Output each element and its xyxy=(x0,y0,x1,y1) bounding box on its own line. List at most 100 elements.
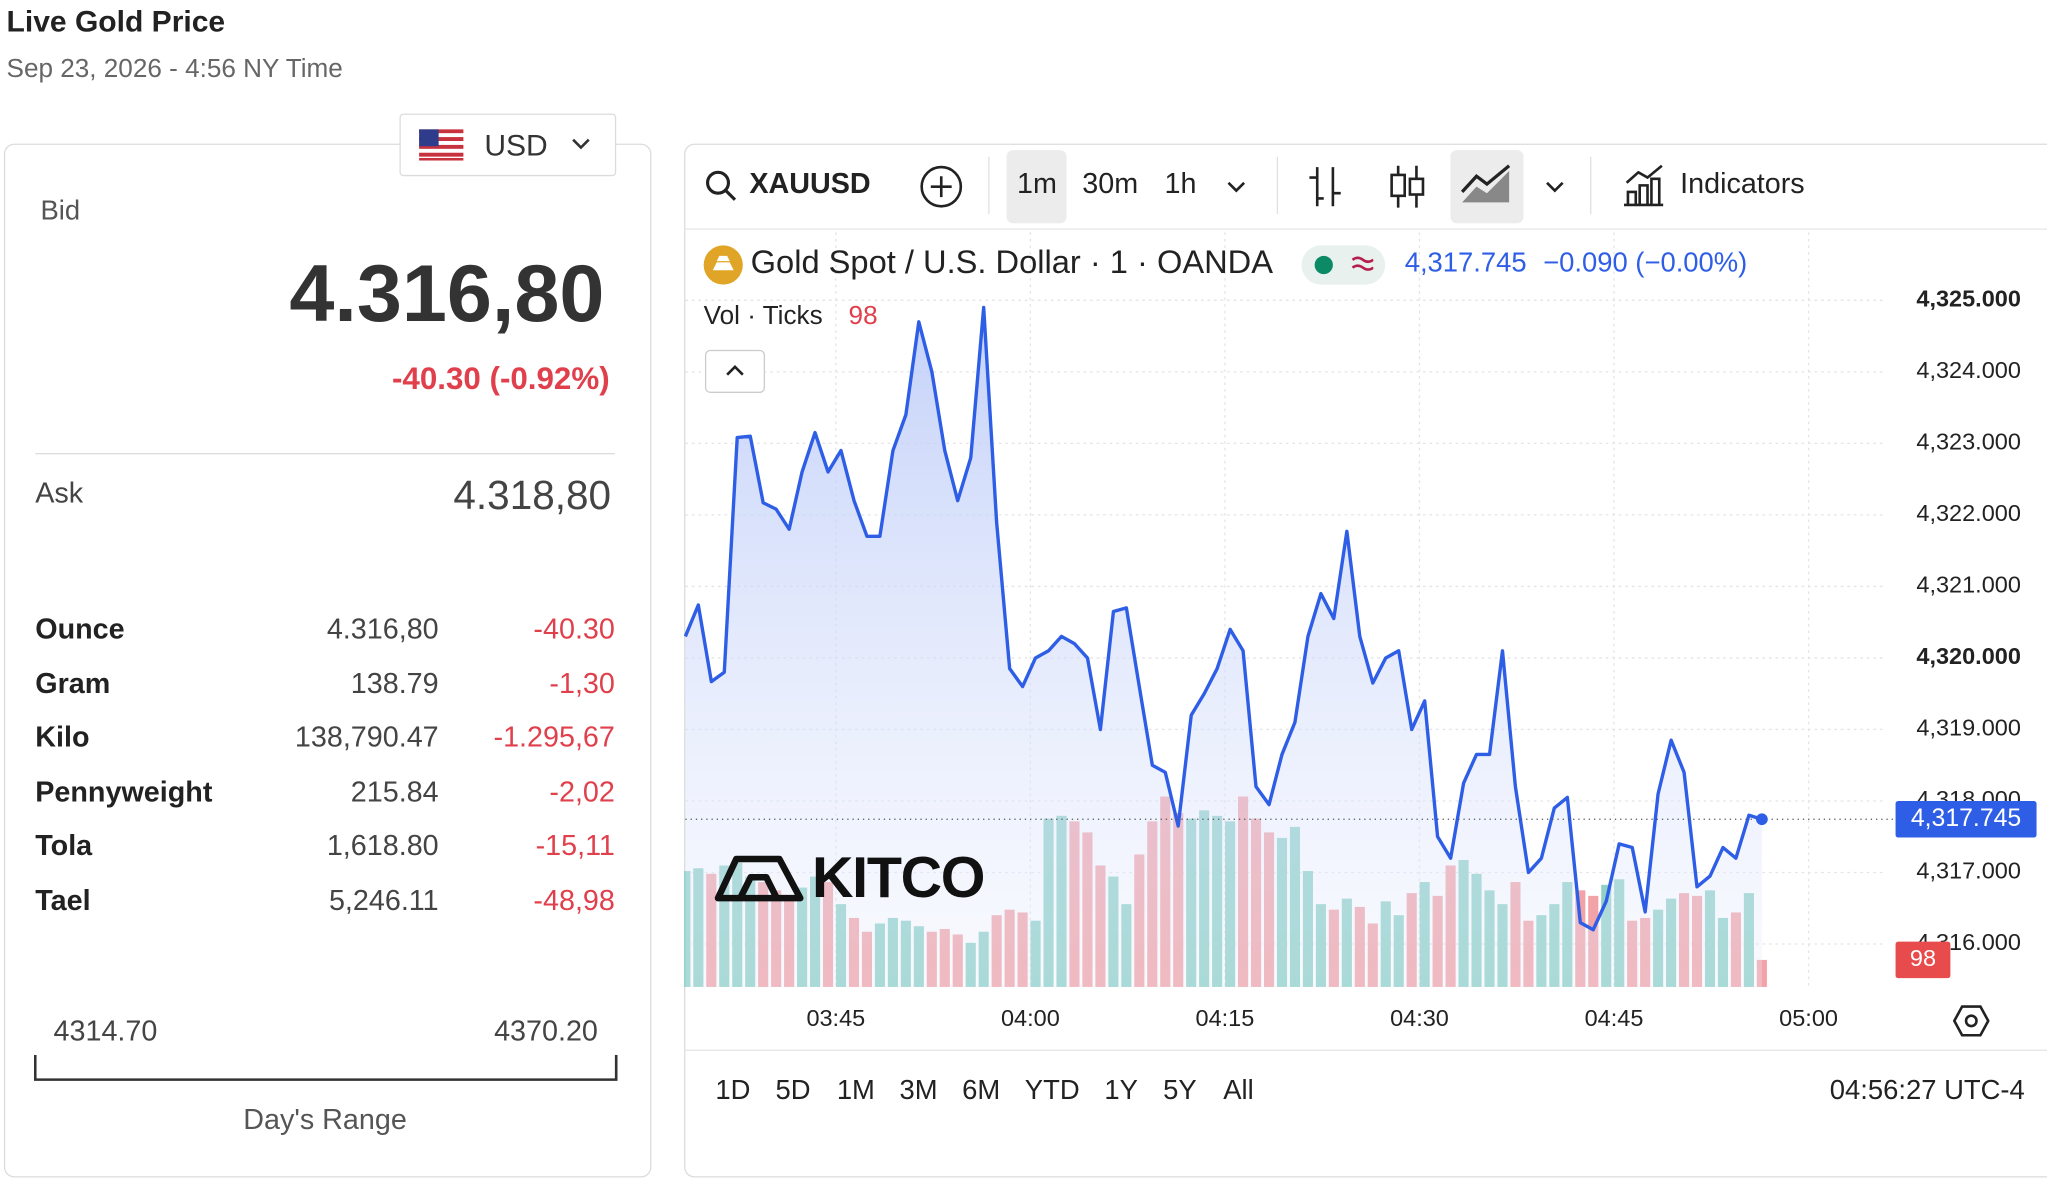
logo-icon xyxy=(714,855,804,902)
range-button[interactable]: 1D xyxy=(715,1075,751,1106)
unit-change: -1,30 xyxy=(549,666,615,700)
watermark: KITCO xyxy=(812,845,985,910)
flag-icon xyxy=(419,129,464,161)
unit-change: -15,11 xyxy=(535,828,615,862)
range-label: Day's Range xyxy=(243,1103,407,1136)
volume-badge xyxy=(1895,941,1951,979)
clock: 04:56:27 UTC-4 xyxy=(1829,1075,2025,1106)
collapse-button[interactable] xyxy=(704,349,766,393)
unit-name: Kilo xyxy=(35,720,90,754)
range-bar xyxy=(33,1054,618,1081)
unit-price: 4.316,80 xyxy=(326,612,439,645)
bars-icon[interactable] xyxy=(1305,164,1344,208)
range-button[interactable]: YTD xyxy=(1024,1075,1080,1106)
unit-price: 138,790.47 xyxy=(294,720,439,754)
frame: Live Gold Price Sep 23, 2026 - 4:56 NY T… xyxy=(3,3,2047,1178)
volume-bar xyxy=(1756,959,1767,987)
price-change: −0.090 (−0.00%) xyxy=(1543,248,1748,279)
status-pill xyxy=(1301,245,1386,285)
page-title: Live Gold Price xyxy=(6,3,226,38)
y-tick-label: 4,321.000 xyxy=(1916,572,2020,598)
price-line xyxy=(684,305,1763,932)
gold-icon xyxy=(703,245,743,285)
range-button[interactable]: 5D xyxy=(775,1075,811,1106)
add-icon[interactable] xyxy=(919,164,963,208)
volume-label: Vol · Ticks xyxy=(703,301,823,331)
x-tick-label: 04:30 xyxy=(1390,1005,1449,1031)
currency-label: USD xyxy=(484,127,548,162)
volume-badge-label: 98 xyxy=(1910,945,1936,971)
chart-title: Gold Spot / U.S. Dollar · 1 · OANDA xyxy=(750,244,1274,281)
chevron-icon[interactable] xyxy=(1226,179,1247,195)
last-point xyxy=(1756,813,1768,826)
symbol[interactable]: XAUUSD xyxy=(749,167,871,200)
last-price: 4,317.745 xyxy=(1404,248,1527,279)
table-row: Pennyweight 215.84 -2,02 xyxy=(35,775,615,814)
separator xyxy=(1590,156,1592,215)
ask-label: Ask xyxy=(35,476,84,510)
indicators-icon[interactable] xyxy=(1621,163,1665,207)
currency-select[interactable]: USD xyxy=(399,113,617,177)
y-tick-label: 4,320.000 xyxy=(1916,643,2020,669)
unit-price: 138.79 xyxy=(350,666,439,700)
range-button[interactable]: All xyxy=(1223,1075,1254,1106)
ask-value: 4.318,80 xyxy=(453,472,611,519)
price-panel xyxy=(3,143,652,1178)
y-tick-label: 4,322.000 xyxy=(1916,500,2020,526)
x-tick-label: 05:00 xyxy=(1779,1005,1838,1031)
range-button[interactable]: 1Y xyxy=(1104,1075,1138,1106)
unit-change: -1.295,67 xyxy=(493,720,615,754)
unit-name: Tael xyxy=(35,883,91,916)
x-tick-label: 04:45 xyxy=(1585,1005,1644,1031)
table-row: Tael 5,246.11 -48,98 xyxy=(35,883,615,922)
separator xyxy=(1276,156,1279,215)
page: { "header": {"title": "Live Gold Price",… xyxy=(3,3,2047,1178)
range-button[interactable]: 5Y xyxy=(1163,1075,1197,1106)
interval[interactable]: 1h xyxy=(1164,167,1197,200)
divider xyxy=(684,228,2047,230)
x-tick-label: 04:15 xyxy=(1196,1005,1255,1031)
indicators-button[interactable]: Indicators xyxy=(1680,167,1805,200)
table-row: Gram 138.79 -1,30 xyxy=(35,666,615,705)
range-button[interactable]: 1M xyxy=(836,1075,875,1106)
range-low: 4314.70 xyxy=(53,1014,158,1047)
chevron-icon[interactable] xyxy=(1544,179,1565,195)
active-interval xyxy=(1006,150,1067,224)
candles-icon[interactable] xyxy=(1388,163,1427,210)
volume-last: 98 xyxy=(848,301,878,331)
subtitle: Sep 23, 2026 - 4:56 NY Time xyxy=(6,54,343,84)
unit-price: 1,618.80 xyxy=(326,828,439,862)
range-button[interactable]: 3M xyxy=(899,1075,938,1106)
unit-change: -40.30 xyxy=(533,612,615,645)
x-tick-label: 04:00 xyxy=(1001,1005,1060,1031)
range-button[interactable]: 6M xyxy=(962,1075,1001,1106)
bid-change: -40.30 (-0.92%) xyxy=(391,361,610,397)
interval[interactable]: 1m xyxy=(1016,167,1057,200)
active-style xyxy=(1450,150,1524,224)
chevron-icon xyxy=(572,138,590,150)
search-icon[interactable] xyxy=(705,170,739,204)
y-tick-label: 4,319.000 xyxy=(1916,715,2020,741)
unit-name: Ounce xyxy=(35,612,125,645)
chart: 4,316.0004,317.0004,318.0004,319.0004,32… xyxy=(684,232,2037,1031)
area-icon[interactable] xyxy=(1460,163,1515,207)
divider xyxy=(684,1049,2047,1051)
price-badge xyxy=(1895,800,2037,838)
settings-icon[interactable] xyxy=(1952,1003,1990,1040)
table-row: Tola 1,618.80 -15,11 xyxy=(35,829,615,868)
interval[interactable]: 30m xyxy=(1082,167,1139,200)
bid-value: 4.316,80 xyxy=(289,249,605,340)
unit-name: Tola xyxy=(35,828,93,862)
y-tick-label: 4,325.000 xyxy=(1916,286,2020,312)
range-high: 4370.20 xyxy=(494,1014,598,1047)
separator xyxy=(988,156,990,215)
unit-change: -48,98 xyxy=(533,883,615,916)
price-badge-label: 4,317.745 xyxy=(1911,805,2021,832)
y-tick-label: 4,317.000 xyxy=(1916,858,2020,884)
y-tick-label: 4,323.000 xyxy=(1916,429,2020,455)
bid-label: Bid xyxy=(40,195,81,226)
unit-price: 5,246.11 xyxy=(328,883,439,916)
unit-name: Pennyweight xyxy=(35,774,213,808)
area xyxy=(685,307,1762,987)
divider xyxy=(35,453,615,455)
